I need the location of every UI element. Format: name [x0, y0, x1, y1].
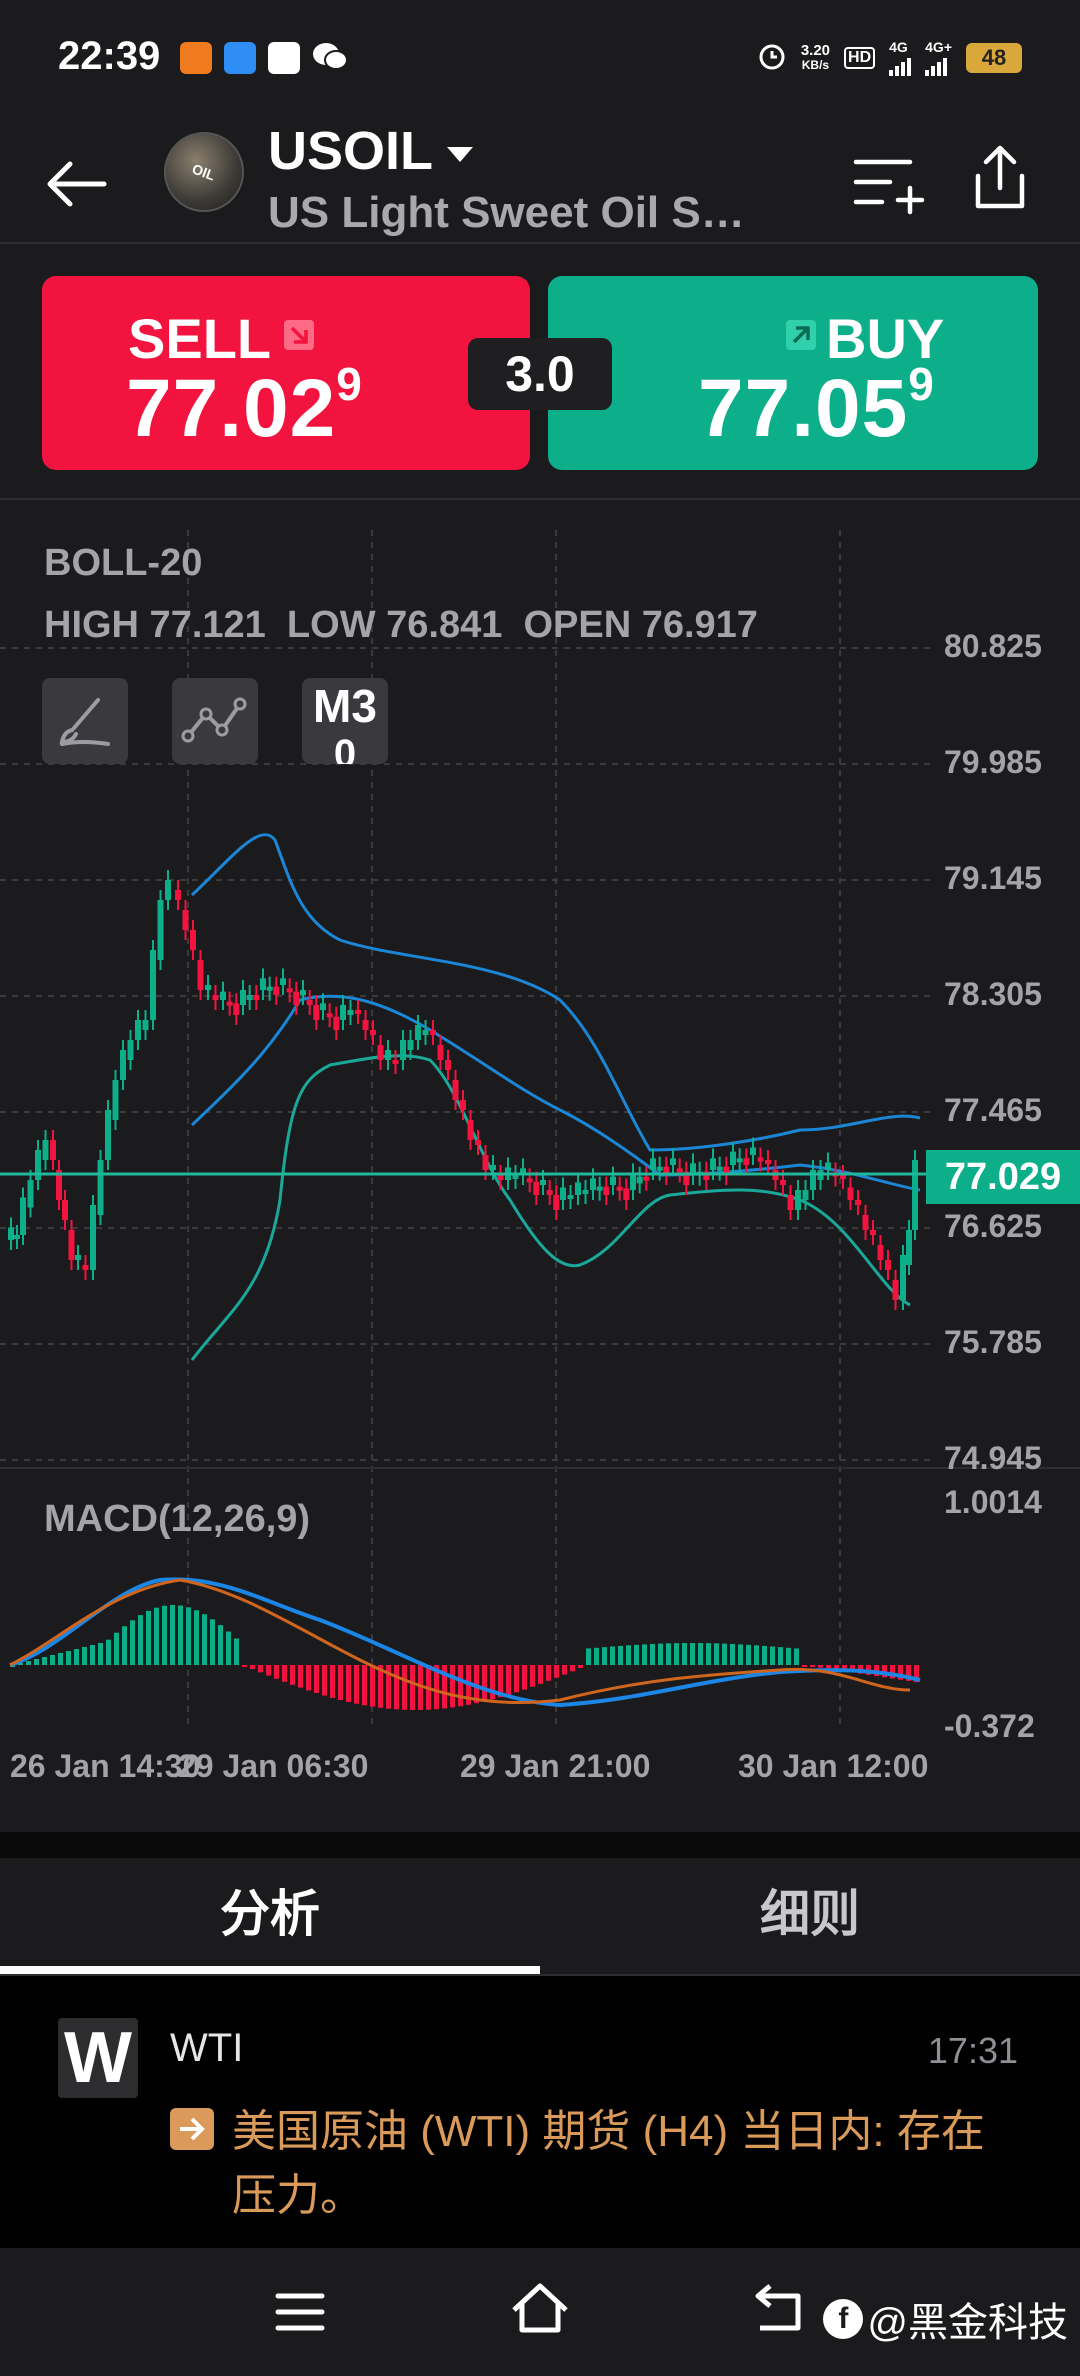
- tab-bar: [0, 1832, 1080, 1974]
- macd-tick: -0.372: [944, 1708, 1035, 1744]
- price-tick: 77.465: [944, 1092, 1042, 1128]
- ohlc-info: HIGH 77.121 LOW 76.841 OPEN 76.917: [44, 604, 758, 647]
- add-to-watchlist-button[interactable]: [848, 142, 928, 222]
- arrow-down-right-icon: [284, 320, 314, 350]
- indicator-tool-button[interactable]: [172, 678, 258, 764]
- arrow-left-icon: [47, 161, 107, 207]
- arrow-right-icon: [170, 2108, 214, 2150]
- news-source-logo: W: [58, 2018, 138, 2098]
- open-value: OPEN 76.917: [523, 604, 758, 646]
- sell-price: 77.029: [126, 357, 363, 454]
- macd-label[interactable]: MACD(12,26,9): [44, 1498, 311, 1540]
- system-nav-bar: [0, 2248, 1080, 2376]
- watermark-logo: f: [823, 2299, 864, 2339]
- brush-icon: [59, 698, 110, 746]
- price-tick: 75.785: [944, 1324, 1042, 1360]
- news-time: 17:31: [927, 2030, 1018, 2071]
- chart-grid: [0, 530, 1080, 1730]
- candlesticks: [8, 870, 918, 1310]
- app-notification-icon: [268, 42, 300, 74]
- price-tick: 74.945: [944, 1440, 1042, 1476]
- spread-value: 3.0: [468, 338, 612, 410]
- macd-tick: 1.0014: [944, 1484, 1042, 1520]
- signal-icon: 4G+: [925, 40, 952, 76]
- share-button[interactable]: [960, 138, 1040, 218]
- app-notification-icon: [180, 42, 212, 74]
- current-price-label: 77.029: [926, 1150, 1080, 1204]
- status-time: 22:39: [58, 34, 161, 78]
- net-speed: 3.20 KB/s: [800, 42, 831, 72]
- app-notification-icon: [224, 42, 256, 74]
- time-tick: 29 Jan 21:00: [460, 1748, 651, 1784]
- price-tick: 79.145: [944, 860, 1042, 896]
- price-tick: 76.625: [944, 1208, 1042, 1244]
- list-add-icon: [853, 159, 925, 215]
- time-tick: 30 Jan 12:00: [738, 1748, 929, 1784]
- news-source: WTI: [170, 2026, 244, 2070]
- tab-details[interactable]: 细则: [760, 1886, 860, 1942]
- price-chart[interactable]: [0, 520, 1080, 1820]
- back-nav-icon[interactable]: [748, 2280, 808, 2345]
- news-headline[interactable]: 美国原油 (WTI) 期货 (H4) 当日内: 存在压力。: [232, 2107, 985, 2220]
- buy-button[interactable]: BUY 77.059: [548, 276, 1038, 470]
- tab-analysis[interactable]: 分析: [220, 1886, 320, 1942]
- alarm-icon: [757, 41, 787, 76]
- timeframe-button[interactable]: M3 0: [302, 678, 388, 764]
- buy-price: 77.059: [698, 357, 935, 454]
- price-tick: 80.825: [944, 628, 1042, 664]
- symbol-full-name: US Light Sweet Oil S…: [268, 188, 745, 237]
- menu-icon[interactable]: [270, 2282, 330, 2347]
- share-icon: [975, 145, 1025, 209]
- high-value: HIGH 77.121: [44, 604, 266, 646]
- line-chart-icon: [181, 697, 247, 743]
- bollinger-bands: [190, 833, 921, 1361]
- back-button[interactable]: [40, 144, 120, 224]
- drawing-tool-button[interactable]: [42, 678, 128, 764]
- status-bar: 22:39 3.20 KB/s HD 4G 4G+ 48: [0, 0, 1080, 118]
- caret-down-icon: [447, 146, 474, 162]
- signal-icon: 4G: [889, 40, 912, 76]
- symbol-avatar: OIL: [164, 132, 244, 212]
- watermark: f @黑金科技: [823, 2290, 1068, 2348]
- sell-label: SELL: [128, 307, 272, 370]
- watermark-text: @黑金科技: [867, 2301, 1068, 2345]
- active-tab-indicator: [0, 1966, 540, 1974]
- buy-label: BUY: [826, 307, 945, 370]
- time-tick: 26 Jan 14:30: [10, 1748, 201, 1784]
- time-tick: 29 Jan 06:30: [178, 1748, 369, 1784]
- battery-indicator: 48: [966, 43, 1022, 73]
- wechat-icon: [312, 40, 348, 79]
- macd-indicator: [9, 1577, 921, 1710]
- symbol-selector[interactable]: USOIL: [268, 120, 474, 182]
- price-tick: 79.985: [944, 744, 1042, 780]
- indicator-label[interactable]: BOLL-20: [44, 542, 203, 584]
- price-tick: 78.305: [944, 976, 1042, 1012]
- home-icon[interactable]: [508, 2278, 572, 2347]
- divider: [0, 498, 1080, 500]
- header: OIL USOIL US Light Sweet Oil S…: [0, 118, 1080, 244]
- low-value: LOW 76.841: [286, 604, 503, 646]
- hd-icon: HD: [844, 47, 876, 69]
- symbol-name: USOIL: [268, 121, 434, 181]
- arrow-up-right-icon: [786, 320, 816, 350]
- sell-button[interactable]: SELL 77.029: [42, 276, 530, 470]
- status-icons: 3.20 KB/s HD 4G 4G+ 48: [757, 40, 1022, 76]
- divider: [0, 1974, 1080, 1976]
